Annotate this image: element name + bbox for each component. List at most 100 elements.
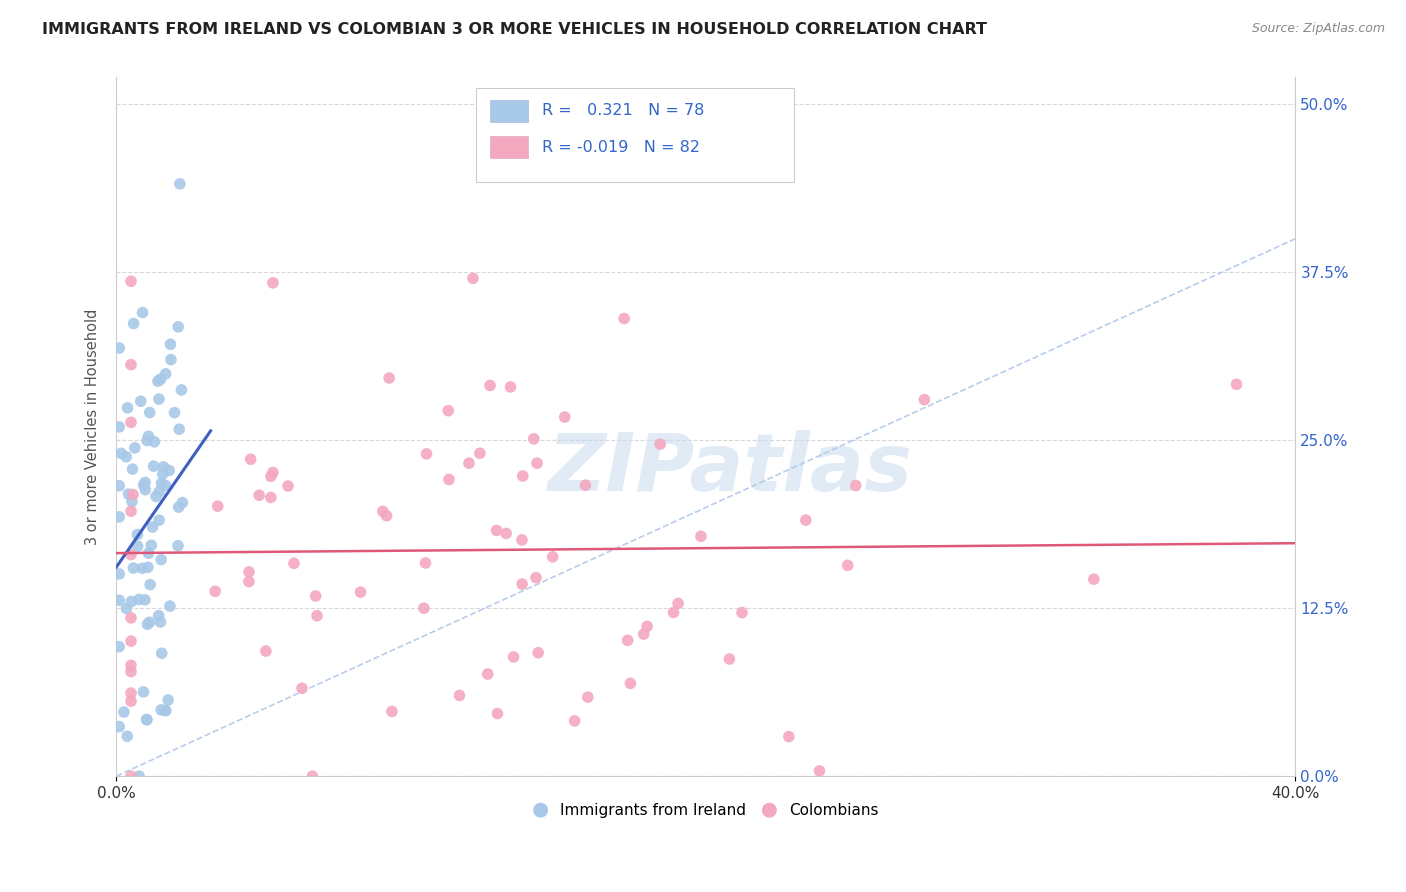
Point bbox=[167, 422, 190, 436]
Point bbox=[120, 769, 142, 783]
Point bbox=[127, 527, 149, 541]
Point bbox=[108, 420, 131, 434]
Point bbox=[122, 561, 145, 575]
Point bbox=[108, 341, 131, 355]
Point bbox=[120, 548, 142, 562]
Point bbox=[139, 577, 162, 591]
Point bbox=[108, 566, 131, 581]
Point bbox=[262, 466, 284, 480]
Point bbox=[145, 490, 167, 504]
Point bbox=[576, 690, 599, 705]
Point bbox=[148, 513, 170, 527]
Point bbox=[136, 617, 159, 632]
Point bbox=[613, 311, 636, 326]
Point bbox=[204, 584, 226, 599]
Point bbox=[378, 371, 401, 385]
Point bbox=[155, 704, 177, 718]
Point bbox=[131, 561, 153, 575]
Point bbox=[564, 714, 586, 728]
Point bbox=[121, 494, 143, 508]
Text: R =   0.321   N = 78: R = 0.321 N = 78 bbox=[541, 103, 704, 119]
Point bbox=[138, 615, 160, 630]
Point bbox=[283, 557, 305, 571]
Point bbox=[636, 619, 658, 633]
Point bbox=[666, 597, 689, 611]
Point bbox=[153, 704, 176, 718]
Point bbox=[155, 367, 177, 381]
Point bbox=[120, 594, 142, 608]
Legend: Immigrants from Ireland, Colombians: Immigrants from Ireland, Colombians bbox=[527, 797, 884, 824]
Point bbox=[375, 508, 398, 523]
FancyBboxPatch shape bbox=[491, 100, 527, 122]
Point bbox=[260, 491, 283, 505]
Point bbox=[731, 606, 754, 620]
Text: IMMIGRANTS FROM IRELAND VS COLOMBIAN 3 OR MORE VEHICLES IN HOUSEHOLD CORRELATION: IMMIGRANTS FROM IRELAND VS COLOMBIAN 3 O… bbox=[42, 22, 987, 37]
Point bbox=[523, 432, 546, 446]
Point bbox=[169, 177, 191, 191]
Point bbox=[778, 730, 800, 744]
Point bbox=[808, 764, 831, 778]
Point bbox=[149, 615, 172, 629]
Point bbox=[260, 469, 283, 483]
Point bbox=[120, 634, 142, 648]
Point bbox=[485, 524, 508, 538]
Point bbox=[167, 319, 190, 334]
Point bbox=[524, 571, 547, 585]
Point bbox=[120, 611, 142, 625]
Point bbox=[437, 473, 460, 487]
Point bbox=[150, 552, 173, 566]
Point bbox=[120, 686, 142, 700]
Point bbox=[120, 274, 142, 288]
Point bbox=[117, 487, 139, 501]
Point bbox=[142, 459, 165, 474]
Point bbox=[238, 565, 260, 579]
Point bbox=[845, 478, 868, 492]
Point bbox=[502, 650, 524, 665]
Point bbox=[159, 337, 181, 351]
Point bbox=[247, 488, 270, 502]
Point bbox=[510, 577, 533, 591]
Point bbox=[633, 627, 655, 641]
Point bbox=[461, 271, 484, 285]
Point bbox=[134, 475, 156, 490]
Point bbox=[1083, 572, 1105, 586]
Point bbox=[108, 593, 131, 607]
Point bbox=[115, 729, 138, 743]
Point bbox=[277, 479, 299, 493]
Point bbox=[305, 608, 328, 623]
Point bbox=[301, 769, 323, 783]
Point bbox=[207, 499, 229, 513]
Point bbox=[167, 500, 190, 515]
Point bbox=[412, 601, 434, 615]
Point bbox=[167, 539, 190, 553]
Point bbox=[148, 484, 170, 499]
Point bbox=[574, 478, 596, 492]
Point bbox=[136, 560, 159, 574]
Point bbox=[141, 538, 163, 552]
Point bbox=[415, 556, 437, 570]
Point bbox=[143, 434, 166, 449]
Point bbox=[150, 703, 173, 717]
Point bbox=[477, 667, 499, 681]
Point bbox=[128, 769, 150, 783]
Point bbox=[152, 459, 174, 474]
Point bbox=[124, 441, 146, 455]
Point bbox=[138, 546, 160, 560]
Point bbox=[108, 509, 131, 524]
Point bbox=[128, 592, 150, 607]
Point bbox=[650, 437, 672, 451]
Point bbox=[150, 476, 173, 491]
Point bbox=[527, 646, 550, 660]
Point bbox=[115, 601, 138, 615]
Point bbox=[415, 447, 437, 461]
Point bbox=[449, 689, 471, 703]
Point bbox=[305, 589, 328, 603]
FancyBboxPatch shape bbox=[475, 88, 794, 182]
Point bbox=[120, 416, 142, 430]
Point bbox=[468, 446, 491, 460]
Point bbox=[794, 513, 817, 527]
Point bbox=[619, 676, 641, 690]
Point bbox=[238, 574, 260, 589]
Point bbox=[479, 378, 502, 392]
Point bbox=[541, 549, 564, 564]
